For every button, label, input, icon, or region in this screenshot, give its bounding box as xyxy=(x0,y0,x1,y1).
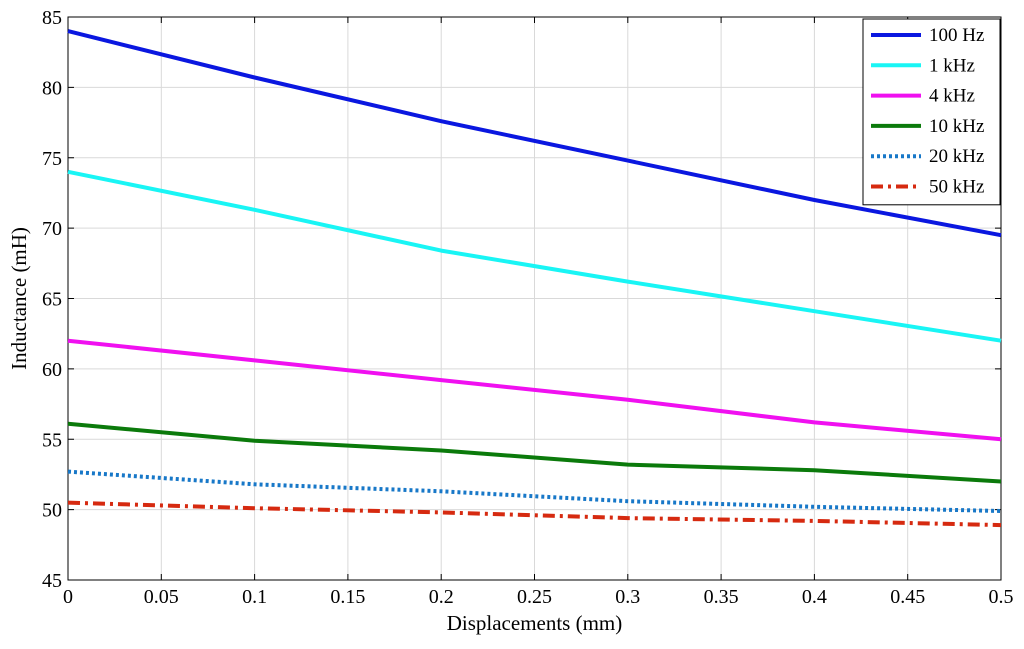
x-tick-label: 0.4 xyxy=(802,586,827,608)
legend-label: 1 kHz xyxy=(929,55,975,76)
legend: 100 Hz 1 kHz 4 kHz 10 kHz 20 kHz 50 kHz xyxy=(862,18,1001,206)
y-tick-label: 80 xyxy=(42,77,62,99)
y-tick-label: 65 xyxy=(42,289,62,311)
legend-box xyxy=(862,18,1001,206)
series-line xyxy=(67,421,1002,484)
x-tick-label: 0 xyxy=(63,586,73,608)
y-tick-label: 55 xyxy=(42,429,62,451)
x-tick-label: 0.35 xyxy=(704,586,739,608)
legend-label: 20 kHz xyxy=(929,146,984,167)
series-line xyxy=(67,169,1002,343)
x-axis-title: Displacements (mm) xyxy=(447,611,623,635)
y-axis-title: Inductance (mH) xyxy=(7,227,31,370)
x-tick-label: 0.45 xyxy=(890,586,925,608)
legend-label: 50 kHz xyxy=(929,177,984,198)
series-line xyxy=(67,500,1002,528)
x-tick-label: 0.3 xyxy=(615,586,640,608)
series-lines xyxy=(67,29,1002,528)
y-tick-label: 50 xyxy=(42,500,62,522)
y-tick-label: 60 xyxy=(42,359,62,381)
series-line xyxy=(67,29,1002,238)
x-tick-label: 0.2 xyxy=(429,586,454,608)
legend-label: 100 Hz xyxy=(929,25,984,46)
x-tick-label: 0.5 xyxy=(989,586,1014,608)
y-tick-label: 75 xyxy=(42,148,62,170)
legend-label: 4 kHz xyxy=(929,86,975,107)
y-tick-label: 85 xyxy=(42,7,62,29)
series-line xyxy=(67,338,1002,442)
axis-ticks: 0 0.05 0.1 0.15 0.2 0.25 0.3 0.35 0.4 0.45 0.5 45 50… xyxy=(42,7,1014,608)
legend-label: 10 kHz xyxy=(929,116,984,137)
y-tick-label: 70 xyxy=(42,218,62,240)
x-tick-label: 0.1 xyxy=(242,586,267,608)
y-tick-label: 45 xyxy=(42,570,62,592)
x-tick-label: 0.15 xyxy=(330,586,365,608)
x-tick-label: 0.05 xyxy=(144,586,179,608)
x-tick-label: 0.25 xyxy=(517,586,552,608)
